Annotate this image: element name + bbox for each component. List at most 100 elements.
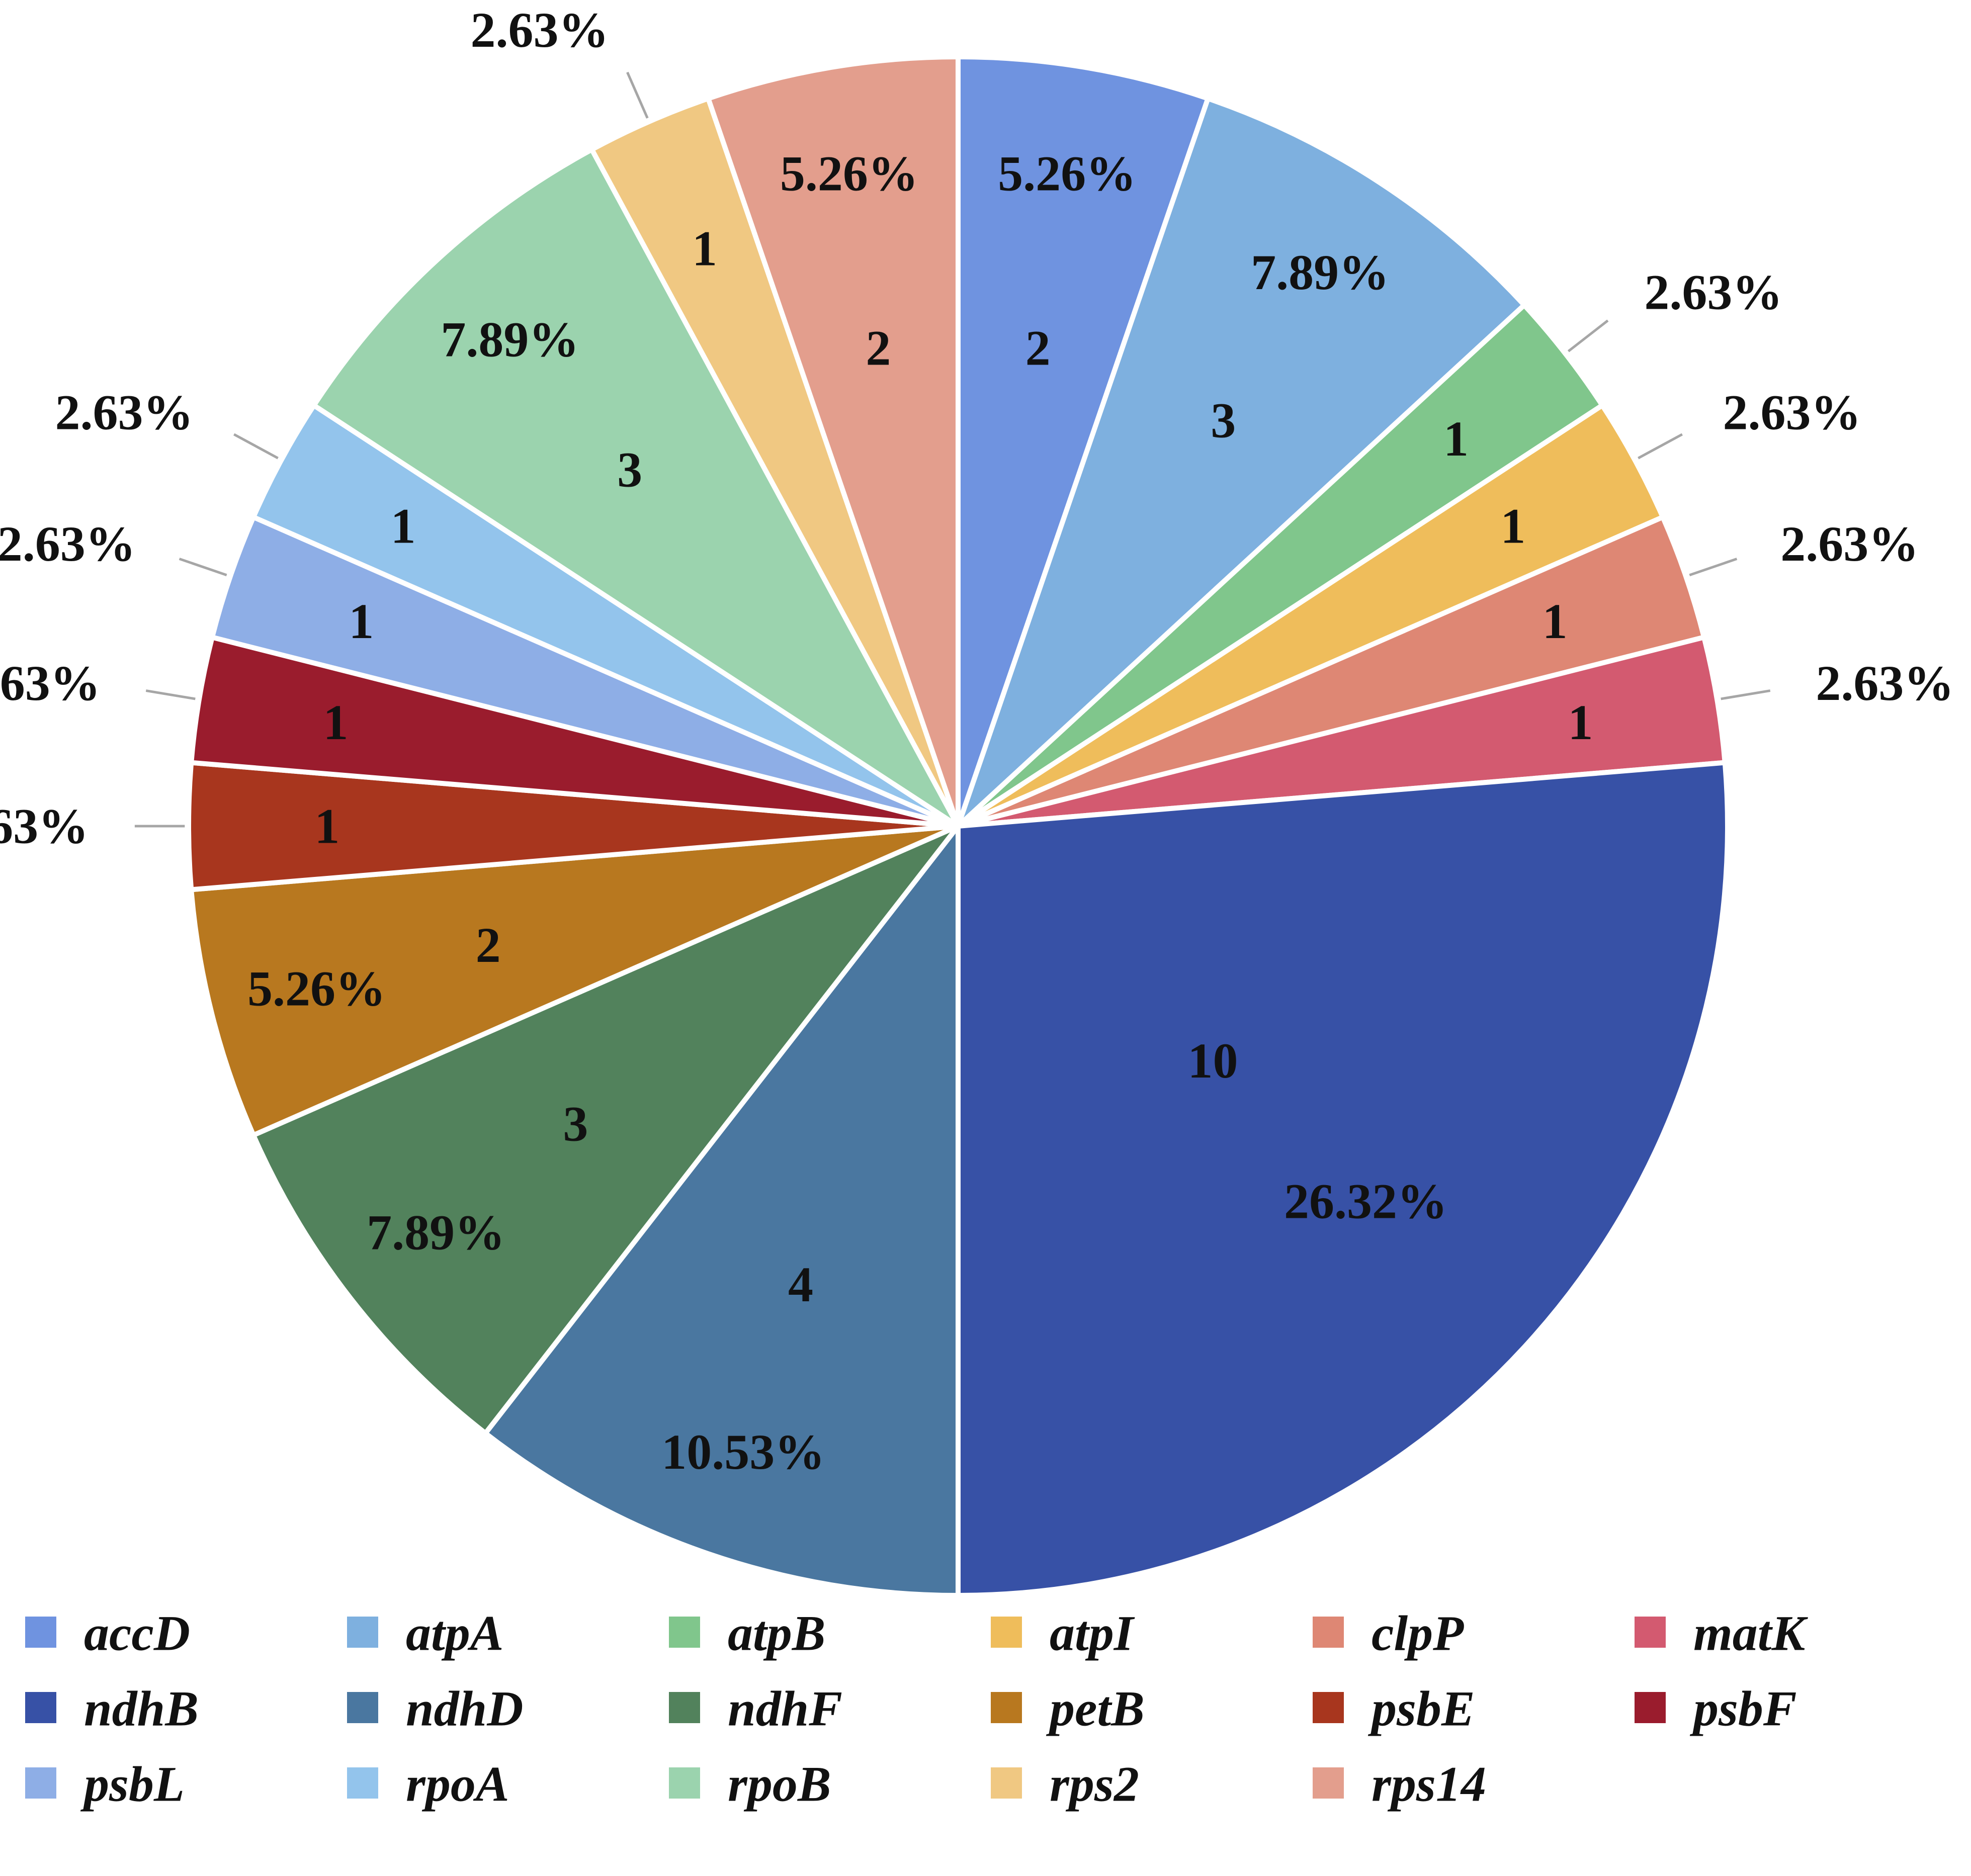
count-label-psbe: 1 <box>314 798 339 854</box>
legend-item-clpp: clpP <box>1313 1605 1464 1661</box>
legend-item-rpob: rpoB <box>669 1756 831 1812</box>
legend-item-psbf: psbF <box>1635 1681 1797 1737</box>
legend-label-psbf: psbF <box>1689 1681 1797 1737</box>
percent-label-psbf: 2.63% <box>0 655 101 711</box>
leader-line-rps2 <box>626 71 649 119</box>
legend-label-rps14: rps14 <box>1372 1756 1486 1812</box>
legend-swatch-rpoa <box>347 1767 378 1799</box>
leader-lines <box>134 71 1771 828</box>
count-label-petb: 2 <box>476 917 501 973</box>
percent-label-accd: 5.26% <box>998 146 1136 202</box>
leader-line-psbf <box>145 689 196 700</box>
legend-item-matk: matK <box>1635 1605 1809 1661</box>
legend-swatch-ndhf <box>669 1692 700 1723</box>
legend-item-atpi: atpI <box>991 1605 1135 1661</box>
leader-line-clpp <box>1689 558 1738 577</box>
slice-rps14 <box>706 54 961 829</box>
percent-label-psbl: 2.63% <box>0 516 136 572</box>
pie-slices <box>186 54 1730 1598</box>
percent-label-matk: 2.63% <box>1816 655 1954 711</box>
percent-label-rps14: 5.26% <box>780 146 918 202</box>
legend-swatch-atpa <box>347 1617 378 1648</box>
percent-label-ndhf: 7.89% <box>367 1205 505 1261</box>
count-label-ndhf: 3 <box>563 1096 588 1152</box>
legend-swatch-accd <box>25 1617 56 1648</box>
count-label-rpoa: 1 <box>391 498 416 554</box>
slice-atpa <box>956 96 1527 829</box>
legend-swatch-rps14 <box>1313 1767 1344 1799</box>
legend-item-atpb: atpB <box>669 1605 825 1661</box>
legend-item-rps2: rps2 <box>991 1756 1139 1812</box>
legend-item-psbl: psbL <box>25 1756 185 1812</box>
leader-line-atpb <box>1567 319 1609 352</box>
count-label-matk: 1 <box>1568 694 1593 750</box>
count-label-ndhd: 4 <box>788 1257 813 1312</box>
leader-line-atpi <box>1638 433 1683 460</box>
count-label-clpp: 1 <box>1542 593 1568 649</box>
count-label-rps14: 2 <box>866 320 891 376</box>
legend-swatch-ndhb <box>25 1692 56 1723</box>
legend-swatch-petb <box>991 1692 1022 1723</box>
legend-item-psbe: psbE <box>1313 1681 1475 1737</box>
legend-swatch-clpp <box>1313 1617 1344 1648</box>
count-label-rps2: 1 <box>692 221 717 277</box>
legend-item-atpa: atpA <box>347 1605 503 1661</box>
legend-item-petb: petB <box>991 1681 1145 1737</box>
percent-label-ndhb: 26.32% <box>1284 1174 1447 1229</box>
count-label-psbl: 1 <box>349 593 374 649</box>
legend-label-rps2: rps2 <box>1050 1756 1139 1812</box>
percent-label-rpoa: 2.63% <box>55 385 193 440</box>
legend-label-ndhb: ndhB <box>84 1681 199 1737</box>
slice-labels: 2 5.26% 3 7.89% 1 2.63% 1 2.63% 1 2.63% 1 2.63% 10 26… <box>0 2 1954 1480</box>
legend-label-atpa: atpA <box>406 1605 503 1661</box>
legend-label-matk: matK <box>1693 1605 1809 1661</box>
legend-label-atpi: atpI <box>1050 1605 1135 1661</box>
legend: accD atpA atpB atpI clpP matK ndhB ndhD ndhF petB… <box>25 1605 1809 1812</box>
slice-ndhd <box>483 824 961 1598</box>
legend-label-psbe: psbE <box>1367 1681 1475 1737</box>
count-label-accd: 2 <box>1025 320 1051 376</box>
leader-line-matk <box>1721 689 1771 700</box>
count-label-atpa: 3 <box>1211 393 1236 449</box>
slice-rpob <box>311 147 961 829</box>
leader-line-psbl <box>179 558 227 577</box>
legend-swatch-matk <box>1635 1617 1666 1648</box>
legend-label-ndhf: ndhF <box>728 1681 842 1737</box>
legend-item-ndhd: ndhD <box>347 1681 523 1737</box>
percent-label-psbe: 2.63% <box>0 798 89 854</box>
percent-label-petb: 5.26% <box>247 961 386 1017</box>
legend-swatch-rps2 <box>991 1767 1022 1799</box>
legend-swatch-atpb <box>669 1617 700 1648</box>
slice-ndhf <box>250 824 961 1436</box>
percent-label-rps2: 2.63% <box>471 2 609 58</box>
legend-item-rpoa: rpoA <box>347 1756 509 1812</box>
count-label-atpb: 1 <box>1443 411 1469 467</box>
slice-ndhb <box>956 760 1730 1598</box>
legend-swatch-atpi <box>991 1617 1022 1648</box>
percent-label-clpp: 2.63% <box>1780 516 1919 572</box>
legend-label-rpob: rpoB <box>728 1756 831 1812</box>
legend-item-rps14: rps14 <box>1313 1756 1486 1812</box>
percent-label-atpi: 2.63% <box>1723 385 1861 440</box>
slice-petb <box>189 824 961 1138</box>
count-label-psbf: 1 <box>323 694 349 750</box>
percent-label-atpa: 7.89% <box>1251 244 1389 300</box>
legend-label-clpp: clpP <box>1372 1605 1464 1661</box>
percent-label-rpob: 7.89% <box>441 311 579 367</box>
legend-item-ndhf: ndhF <box>669 1681 842 1737</box>
legend-swatch-ndhd <box>347 1692 378 1723</box>
legend-swatch-rpob <box>669 1767 700 1799</box>
count-label-atpi: 1 <box>1500 498 1525 554</box>
legend-swatch-psbl <box>25 1767 56 1799</box>
legend-label-ndhd: ndhD <box>406 1681 523 1737</box>
count-label-ndhb: 10 <box>1188 1033 1238 1089</box>
legend-label-atpb: atpB <box>728 1605 825 1661</box>
legend-swatch-psbe <box>1313 1692 1344 1723</box>
legend-item-accd: accD <box>25 1605 190 1661</box>
slice-accd <box>956 54 1211 829</box>
percent-label-atpb: 2.63% <box>1644 264 1782 320</box>
count-label-rpob: 3 <box>617 441 642 497</box>
legend-label-accd: accD <box>84 1605 190 1661</box>
leader-line-rpoa <box>233 433 279 460</box>
